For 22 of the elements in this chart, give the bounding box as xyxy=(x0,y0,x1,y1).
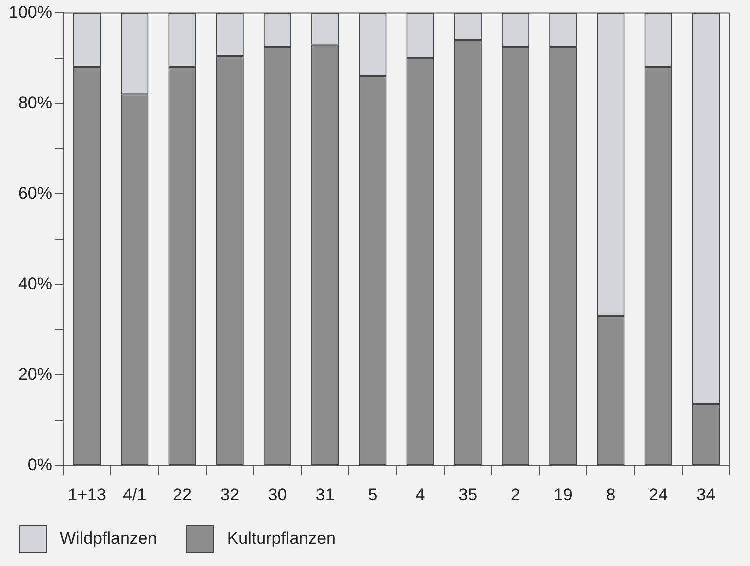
y-tick-label: 0% xyxy=(28,455,52,474)
x-tick-label: 35 xyxy=(458,485,478,504)
legend-label: Wildpflanzen xyxy=(60,529,158,549)
x-tick-label: 30 xyxy=(268,485,288,504)
y-tick-label: 80% xyxy=(18,93,52,112)
legend-label: Kulturpflanzen xyxy=(227,529,336,549)
x-tick-label: 4 xyxy=(416,485,426,504)
y-tick-label: 40% xyxy=(18,274,52,294)
x-tick-label: 32 xyxy=(220,485,240,504)
x-tick-label: 31 xyxy=(316,485,335,504)
x-tick-label: 1+13 xyxy=(68,485,106,504)
x-tick-label: 2 xyxy=(511,485,520,504)
x-tick-label: 22 xyxy=(173,485,192,504)
y-tick-label: 100% xyxy=(8,2,52,22)
y-tick-label: 20% xyxy=(18,364,52,384)
x-tick-label: 34 xyxy=(696,485,716,504)
y-tick-label: 60% xyxy=(18,184,52,203)
x-tick-label: 19 xyxy=(554,485,573,504)
x-tick-label: 4/1 xyxy=(123,485,147,504)
x-tick-label: 8 xyxy=(606,485,616,504)
x-tick-label: 24 xyxy=(649,485,668,504)
x-tick-label: 5 xyxy=(368,485,378,504)
